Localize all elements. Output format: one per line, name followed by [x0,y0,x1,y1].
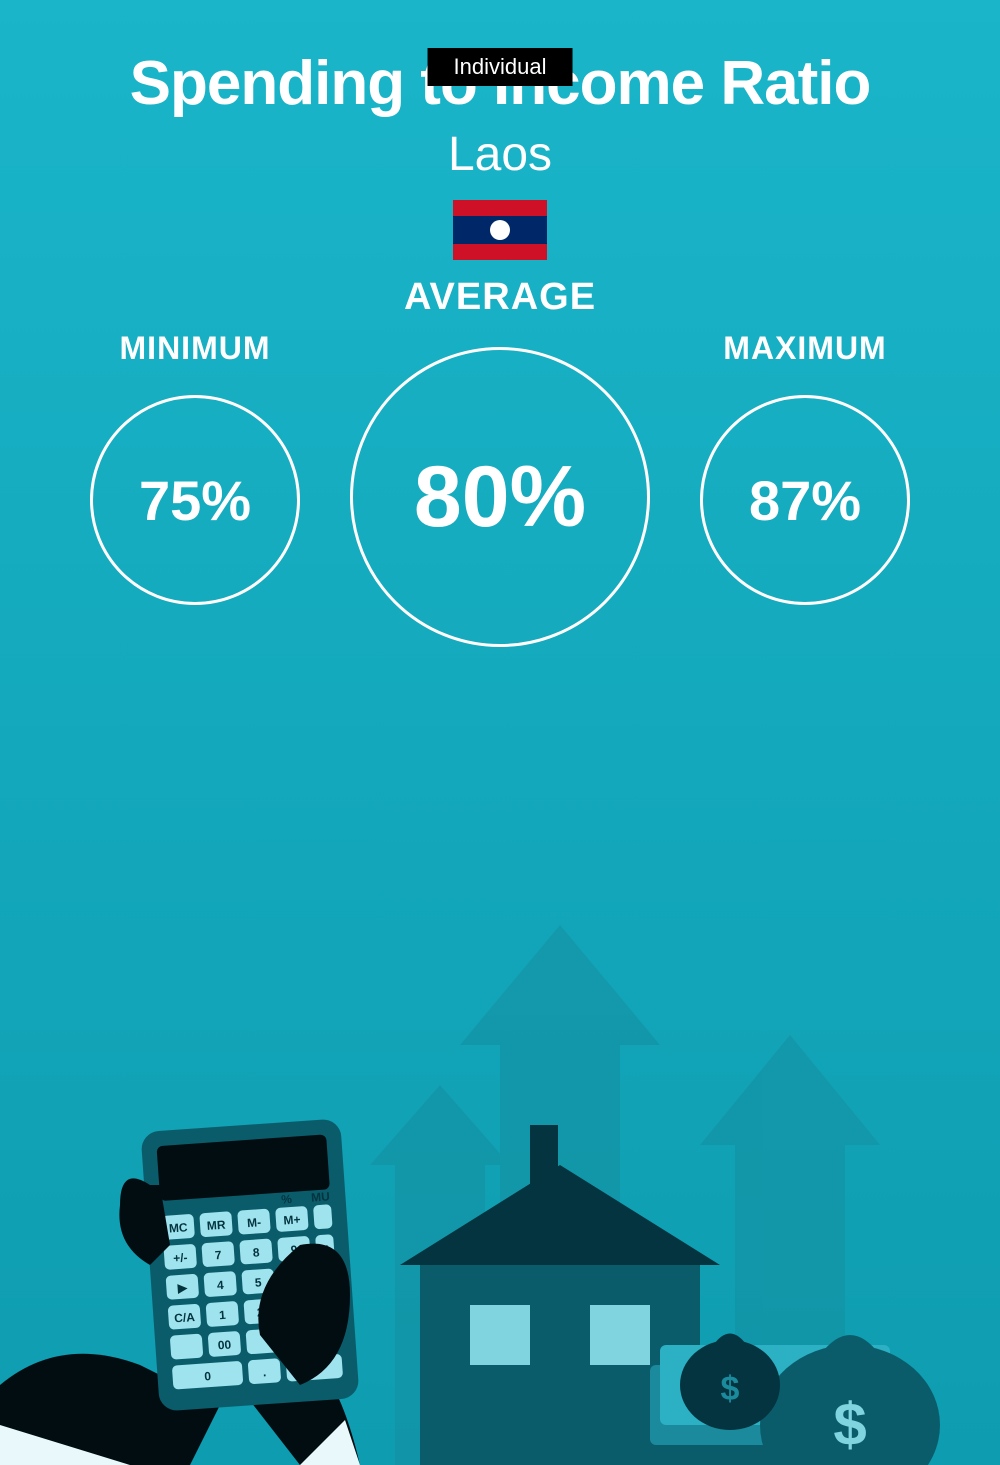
svg-text:$: $ [721,1370,740,1408]
country-name: Laos [0,127,1000,182]
svg-text:3: 3 [294,1303,302,1317]
svg-text:MU: MU [311,1189,331,1204]
category-badge: Individual [428,48,573,86]
svg-text:M+: M+ [283,1212,301,1227]
svg-text:-: - [325,1271,330,1285]
stat-maximum-ring: 87% [700,395,910,605]
stat-minimum: MINIMUM 75% [90,330,300,605]
svg-text:x: x [321,1240,329,1254]
svg-text:.: . [262,1365,266,1379]
svg-text:▶: ▶ [176,1280,188,1295]
stat-average-value: 80% [414,448,586,547]
svg-text:2: 2 [257,1305,265,1319]
stat-minimum-value: 75% [139,468,251,533]
svg-text:MR: MR [206,1218,226,1233]
stat-maximum-label: MAXIMUM [723,330,886,367]
svg-text:C/A: C/A [174,1310,196,1325]
svg-text:7: 7 [214,1248,222,1262]
laos-flag-icon [453,200,547,260]
stat-average-label: AVERAGE [404,276,596,319]
svg-text:MC: MC [168,1220,188,1235]
svg-text:4: 4 [217,1278,225,1292]
svg-text:%: % [281,1192,293,1207]
finance-illustration: $ $ [0,865,1000,1465]
stat-minimum-label: MINIMUM [120,330,271,367]
stat-average-ring: 80% [350,347,650,647]
stat-minimum-ring: 75% [90,395,300,605]
stat-maximum-value: 87% [749,468,861,533]
svg-text:5: 5 [254,1275,262,1289]
stats-row: MINIMUM 75% AVERAGE 80% MAXIMUM 87% [0,330,1000,647]
svg-text:0: 0 [204,1369,212,1383]
svg-text:M-: M- [247,1215,262,1230]
svg-text:9: 9 [290,1243,298,1257]
svg-text:6: 6 [292,1273,300,1287]
svg-text:1: 1 [219,1308,227,1322]
svg-text:$: $ [833,1391,866,1458]
svg-text:00: 00 [217,1338,232,1353]
svg-text:+/-: +/- [173,1250,188,1265]
stat-average: AVERAGE 80% [350,276,650,647]
stat-maximum: MAXIMUM 87% [700,330,910,605]
svg-text:8: 8 [252,1245,260,1259]
